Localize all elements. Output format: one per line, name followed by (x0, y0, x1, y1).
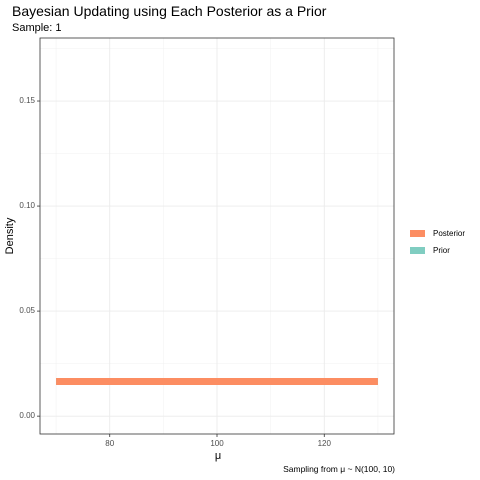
y-axis-label: Density (4, 217, 16, 255)
legend-label-posterior: Posterior (433, 229, 466, 238)
chart-subtitle: Sample: 1 (12, 22, 62, 34)
chart-caption: Sampling from μ ~ N(100, 10) (283, 464, 395, 474)
legend: Posterior Prior (410, 225, 465, 259)
x-tick-label: 100 (210, 439, 224, 448)
axis-ticks (37, 100, 325, 437)
x-tick-label: 120 (317, 439, 331, 448)
chart-title: Bayesian Updating using Each Posterior a… (12, 3, 327, 19)
legend-label-prior: Prior (433, 246, 450, 255)
x-tick-label: 80 (105, 439, 115, 448)
grid-major (40, 38, 394, 434)
legend-item-posterior: Posterior (410, 225, 465, 242)
y-tick-label: 0.10 (19, 201, 35, 211)
legend-key-prior (410, 247, 425, 254)
x-axis-label: μ (214, 450, 222, 462)
y-tick-label: 0.05 (19, 306, 35, 316)
legend-key-posterior (410, 230, 425, 237)
y-tick-label: 0.00 (19, 411, 35, 421)
legend-item-prior: Prior (410, 242, 465, 259)
y-tick-label: 0.15 (19, 96, 35, 106)
